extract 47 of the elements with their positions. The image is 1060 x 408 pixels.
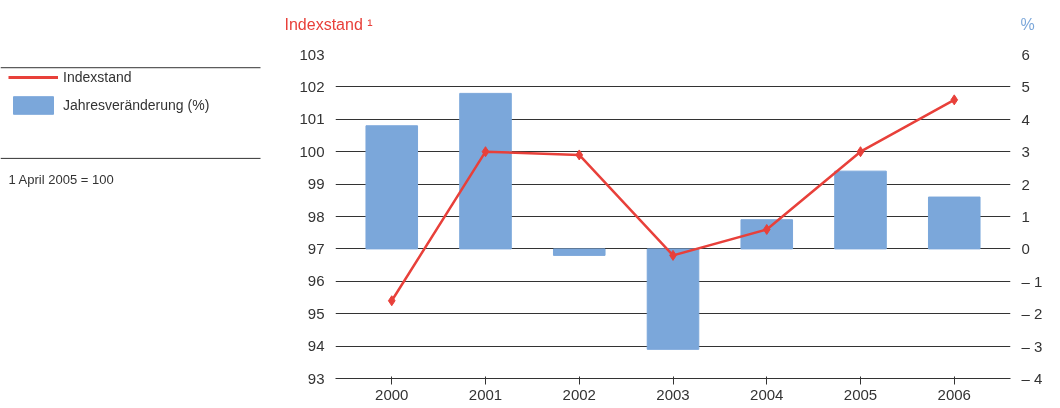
x-tick-label: 2006 [937, 385, 971, 403]
y2-tick-label: 1 [1021, 208, 1030, 225]
y-tick-label: 100 [299, 142, 325, 160]
point [387, 295, 396, 307]
y2-tick-label: – 3 [1021, 337, 1043, 355]
y-tick-label: 98 [307, 207, 325, 225]
x-tick-label: 2000 [375, 385, 409, 403]
y2-tick-label: – 2 [1021, 305, 1043, 323]
y2-tick-label: 3 [1021, 143, 1030, 161]
y-tick-label: 103 [299, 45, 325, 63]
y2-tick-label: 4 [1021, 110, 1030, 128]
point [762, 223, 771, 235]
y2-tick-label: 6 [1021, 46, 1030, 63]
y-tick-label: 99 [307, 175, 325, 193]
point [481, 146, 490, 158]
bar [927, 196, 981, 250]
y2-tick-label: 2 [1021, 175, 1030, 193]
x-tick-label: 2005 [843, 385, 878, 403]
text: 1 April 2005 = 100 [8, 171, 114, 187]
point [856, 146, 865, 158]
point [950, 94, 959, 106]
y-tick-label: 97 [307, 239, 325, 257]
y2-tick-label: 5 [1021, 78, 1030, 96]
y-tick-label: 102 [299, 77, 325, 95]
x-tick-label: 2001 [468, 385, 503, 403]
y2-tick-label: – 4 [1021, 370, 1043, 387]
bar [459, 92, 512, 250]
bar [834, 170, 887, 250]
y-tick-label: 96 [307, 272, 325, 290]
bar [552, 248, 606, 256]
y-tick-label: 95 [307, 304, 325, 322]
y2-tick-label: 0 [1021, 240, 1030, 258]
x-tick-label: 2004 [750, 385, 784, 403]
y-tick-label: 94 [307, 337, 325, 355]
y-tick-label: 93 [307, 369, 325, 387]
point [575, 149, 584, 161]
y-tick-label: 101 [299, 110, 325, 128]
legend-label: Jahresveränderung (%) [63, 97, 210, 113]
x-tick-label: 2002 [562, 385, 596, 403]
y2-tick-label: – 1 [1021, 272, 1043, 290]
bar [365, 125, 419, 250]
y-axis-title: Indexstand ¹ [284, 15, 373, 33]
x-tick-label: 2003 [656, 385, 690, 403]
legend-label: Indexstand [63, 69, 132, 85]
bar [740, 219, 794, 250]
bar [646, 248, 700, 350]
y2-axis-title: % [1020, 15, 1035, 33]
